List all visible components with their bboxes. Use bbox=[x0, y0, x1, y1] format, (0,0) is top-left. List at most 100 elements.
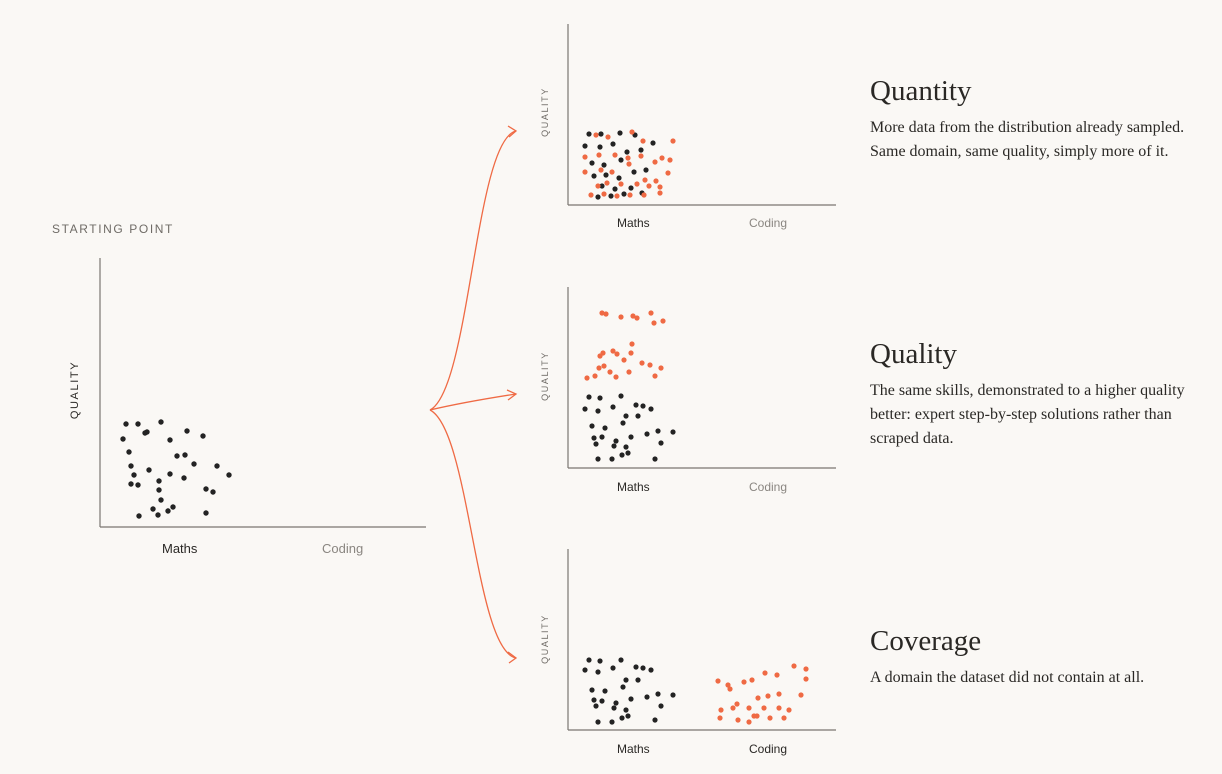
scatter-point-new bbox=[603, 311, 609, 317]
scatter-point-existing bbox=[613, 700, 619, 706]
scatter-point-existing bbox=[628, 185, 634, 191]
scatter-point-existing bbox=[618, 157, 624, 163]
arrowhead-quantity bbox=[507, 125, 518, 138]
scatter-point-new bbox=[588, 192, 594, 198]
scatter-point-existing bbox=[586, 657, 592, 663]
starting-point-label: STARTING POINT bbox=[52, 222, 174, 236]
scatter-point bbox=[123, 421, 129, 427]
scatter-point-existing bbox=[658, 703, 664, 709]
scatter-point-new bbox=[614, 193, 620, 199]
coverage-plot-y-label: QUALITY bbox=[540, 614, 550, 664]
scatter-point-existing bbox=[589, 160, 595, 166]
scatter-point-new bbox=[776, 691, 782, 697]
quantity-description: More data from the distribution already … bbox=[870, 118, 1185, 160]
scatter-point-existing bbox=[623, 707, 629, 713]
scatter-point-existing bbox=[638, 147, 644, 153]
scatter-point-new bbox=[629, 341, 635, 347]
scatter-point-existing bbox=[597, 144, 603, 150]
scatter-point-new bbox=[625, 155, 631, 161]
scatter-point-new bbox=[734, 701, 740, 707]
scatter-point-existing bbox=[621, 191, 627, 197]
scatter-point-existing bbox=[603, 172, 609, 178]
scatter-point-new bbox=[754, 713, 760, 719]
scatter-point bbox=[131, 472, 137, 478]
scatter-point-new bbox=[646, 183, 652, 189]
scatter-point bbox=[158, 419, 164, 425]
scatter-point-existing bbox=[601, 162, 607, 168]
scatter-point-existing bbox=[644, 431, 650, 437]
scatter-point-new bbox=[730, 705, 736, 711]
scatter-point-new bbox=[601, 363, 607, 369]
scatter-point-new bbox=[746, 719, 752, 725]
scatter-point-existing bbox=[589, 687, 595, 693]
scatter-point-new bbox=[609, 169, 615, 175]
scatter-point-new bbox=[741, 679, 747, 685]
scatter-point-new bbox=[762, 670, 768, 676]
scatter-point-new bbox=[639, 360, 645, 366]
scatter-point-new bbox=[582, 169, 588, 175]
scatter-point-existing bbox=[612, 186, 618, 192]
scatter-point-existing bbox=[620, 684, 626, 690]
scatter-point-new bbox=[653, 178, 659, 184]
scatter-point-existing bbox=[593, 441, 599, 447]
scatter-point-existing bbox=[633, 664, 639, 670]
scatter-point-new bbox=[634, 181, 640, 187]
arrow-to-quantity bbox=[429, 130, 517, 411]
scatter-point-existing bbox=[628, 696, 634, 702]
scatter-point-existing bbox=[623, 444, 629, 450]
scatter-point-new bbox=[596, 365, 602, 371]
quantity-plot-x-label-coding: Coding bbox=[749, 216, 788, 230]
scatter-point bbox=[182, 452, 188, 458]
scatter-point-existing bbox=[670, 692, 676, 698]
scatter-point-existing bbox=[623, 677, 629, 683]
scatter-point-existing bbox=[610, 665, 616, 671]
arrow-to-quality bbox=[429, 393, 517, 411]
scatter-point-existing bbox=[655, 691, 661, 697]
scatter-point-new bbox=[798, 692, 804, 698]
scatter-point-existing bbox=[617, 130, 623, 136]
scatter-point-new bbox=[652, 373, 658, 379]
quantity-text-block: Quantity More data from the distribution… bbox=[870, 75, 1190, 164]
scatter-point-existing bbox=[599, 434, 605, 440]
scatter-point-existing bbox=[589, 423, 595, 429]
scatter-point-existing bbox=[625, 713, 631, 719]
scatter-point-new bbox=[626, 161, 632, 167]
scatter-point-existing bbox=[616, 175, 622, 181]
scatter-point-new bbox=[626, 369, 632, 375]
scatter-point bbox=[214, 463, 220, 469]
scatter-point-new bbox=[727, 686, 733, 692]
scatter-point-new bbox=[640, 138, 646, 144]
scatter-point-existing bbox=[644, 694, 650, 700]
scatter-point bbox=[210, 489, 216, 495]
scatter-point bbox=[184, 428, 190, 434]
scatter-point-existing bbox=[624, 149, 630, 155]
scatter-point bbox=[136, 513, 142, 519]
scatter-point-new bbox=[618, 314, 624, 320]
scatter-point-new bbox=[607, 369, 613, 375]
scatter-point-new bbox=[657, 184, 663, 190]
quantity-title: Quantity bbox=[870, 75, 972, 107]
coverage-plot-x-label-maths: Maths bbox=[617, 742, 650, 756]
scatter-point-existing bbox=[595, 408, 601, 414]
scatter-point-existing bbox=[652, 717, 658, 723]
scatter-point-existing bbox=[658, 440, 664, 446]
scatter-point-new bbox=[614, 351, 620, 357]
scatter-point-new bbox=[598, 167, 604, 173]
scatter-point-existing bbox=[623, 413, 629, 419]
quality-text-block: Quality The same skills, demonstrated to… bbox=[870, 338, 1190, 451]
scatter-point bbox=[156, 478, 162, 484]
scatter-point-new bbox=[629, 129, 635, 135]
scatter-point-existing bbox=[602, 688, 608, 694]
scatter-point-new bbox=[670, 138, 676, 144]
scatter-point-existing bbox=[613, 438, 619, 444]
scatter-point bbox=[128, 463, 134, 469]
scatter-point-new bbox=[667, 157, 673, 163]
coverage-title: Coverage bbox=[870, 625, 982, 657]
scatter-point bbox=[226, 472, 232, 478]
scatter-point-new bbox=[803, 676, 809, 682]
scatter-point-existing bbox=[582, 667, 588, 673]
